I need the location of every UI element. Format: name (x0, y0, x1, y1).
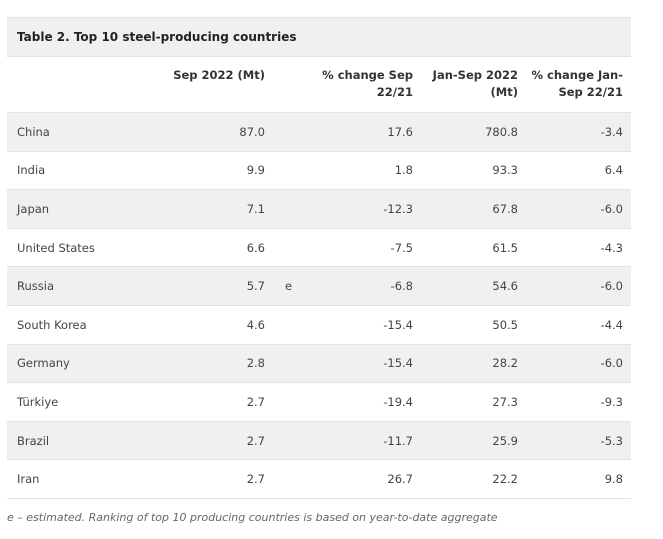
header-sep-2022: Sep 2022 (Mt) (173, 68, 265, 82)
sep-2022-cell: 5.7 (246, 279, 265, 294)
country-cell: India (17, 163, 46, 178)
table-row: Türkiye 2.7 -19.4 27.3 -9.3 (7, 383, 631, 422)
pct-change-jan-sep-cell: -6.0 (600, 356, 623, 371)
pct-change-jan-sep-cell: 6.4 (604, 163, 623, 178)
table-row: South Korea 4.6 -15.4 50.5 -4.4 (7, 306, 631, 345)
table-row: China 87.0 17.6 780.8 -3.4 (7, 113, 631, 152)
header-pct-change-jan-sep: % change Jan- Sep 22/21 (531, 68, 623, 99)
jan-sep-2022-cell: 28.2 (492, 356, 518, 371)
pct-change-sep-cell: 17.6 (387, 124, 413, 139)
table-row: Germany 2.8 -15.4 28.2 -6.0 (7, 344, 631, 384)
pct-change-jan-sep-cell: -9.3 (600, 394, 623, 409)
sep-2022-cell: 6.6 (246, 240, 265, 255)
pct-change-jan-sep-cell: -6.0 (600, 279, 623, 294)
table-row: Iran 2.7 26.7 22.2 9.8 (7, 460, 631, 499)
sep-2022-cell: 2.7 (246, 433, 265, 448)
pct-change-sep-cell: -11.7 (383, 433, 413, 448)
pct-change-sep-cell: -12.3 (383, 201, 413, 216)
table-row: India 9.9 1.8 93.3 6.4 (7, 152, 631, 191)
jan-sep-2022-cell: 22.2 (492, 472, 518, 487)
table-row: Brazil 2.7 -11.7 25.9 -5.3 (7, 421, 631, 461)
sep-2022-cell: 7.1 (246, 201, 265, 216)
sep-2022-cell: 2.7 (246, 472, 265, 487)
country-cell: Japan (17, 201, 50, 216)
pct-change-jan-sep-cell: -3.4 (600, 124, 623, 139)
jan-sep-2022-cell: 780.8 (485, 124, 518, 139)
jan-sep-2022-cell: 50.5 (492, 317, 518, 332)
country-cell: China (17, 124, 50, 139)
header-pct-change-sep: % change Sep 22/21 (322, 68, 413, 99)
pct-change-sep-cell: -7.5 (390, 240, 413, 255)
pct-change-sep-cell: -15.4 (383, 317, 413, 332)
table-title: Table 2. Top 10 steel-producing countrie… (7, 18, 631, 57)
jan-sep-2022-cell: 67.8 (492, 201, 518, 216)
table-body: China 87.0 17.6 780.8 -3.4 India 9.9 1.8 93.3 6.4… (7, 113, 631, 499)
table-row: United States 6.6 -7.5 61.5 -4.3 (7, 229, 631, 268)
table-footnote: e – estimated. Ranking of top 10 produci… (7, 511, 498, 524)
pct-change-jan-sep-cell: -4.4 (600, 317, 623, 332)
table-header-row: Sep 2022 (Mt) % change Sep 22/21 Jan-Sep… (7, 57, 631, 113)
country-cell: Brazil (17, 433, 50, 448)
sep-2022-cell: 2.8 (246, 356, 265, 371)
table-row: Russia 5.7 e -6.8 54.6 -6.0 (7, 267, 631, 306)
table-row: Japan 7.1 -12.3 67.8 -6.0 (7, 190, 631, 229)
sep-2022-cell: 4.6 (246, 317, 265, 332)
country-cell: Iran (17, 472, 40, 487)
country-cell: Germany (17, 356, 70, 371)
pct-change-sep-cell: -19.4 (383, 394, 413, 409)
pct-change-sep-cell: 26.7 (387, 472, 413, 487)
steel-production-table: Table 2. Top 10 steel-producing countrie… (7, 17, 631, 499)
jan-sep-2022-cell: 61.5 (492, 240, 518, 255)
country-cell: South Korea (17, 317, 87, 332)
sep-2022-cell: 87.0 (239, 124, 265, 139)
country-cell: Türkiye (17, 394, 59, 409)
jan-sep-2022-cell: 54.6 (492, 279, 518, 294)
country-cell: United States (17, 240, 95, 255)
pct-change-jan-sep-cell: -5.3 (600, 433, 623, 448)
jan-sep-2022-cell: 27.3 (492, 394, 518, 409)
jan-sep-2022-cell: 93.3 (492, 163, 518, 178)
pct-change-sep-cell: -15.4 (383, 356, 413, 371)
jan-sep-2022-cell: 25.9 (492, 433, 518, 448)
pct-change-jan-sep-cell: -6.0 (600, 201, 623, 216)
pct-change-jan-sep-cell: -4.3 (600, 240, 623, 255)
estimate-flag: e (285, 279, 293, 294)
sep-2022-cell: 9.9 (246, 163, 265, 178)
header-jan-sep-2022: Jan-Sep 2022 (Mt) (432, 68, 518, 99)
pct-change-jan-sep-cell: 9.8 (604, 472, 623, 487)
pct-change-sep-cell: 1.8 (394, 163, 413, 178)
pct-change-sep-cell: -6.8 (390, 279, 413, 294)
country-cell: Russia (17, 279, 54, 294)
sep-2022-cell: 2.7 (246, 394, 265, 409)
